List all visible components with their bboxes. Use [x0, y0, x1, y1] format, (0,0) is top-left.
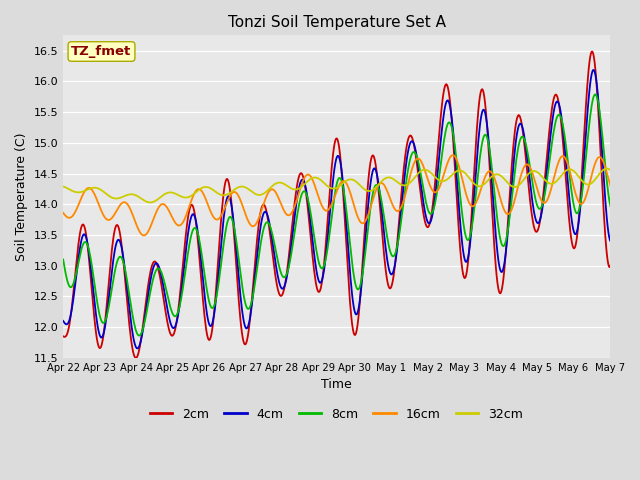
Legend: 2cm, 4cm, 8cm, 16cm, 32cm: 2cm, 4cm, 8cm, 16cm, 32cm — [145, 403, 528, 426]
X-axis label: Time: Time — [321, 378, 352, 391]
Text: TZ_fmet: TZ_fmet — [72, 45, 132, 58]
Title: Tonzi Soil Temperature Set A: Tonzi Soil Temperature Set A — [228, 15, 445, 30]
Y-axis label: Soil Temperature (C): Soil Temperature (C) — [15, 132, 28, 261]
